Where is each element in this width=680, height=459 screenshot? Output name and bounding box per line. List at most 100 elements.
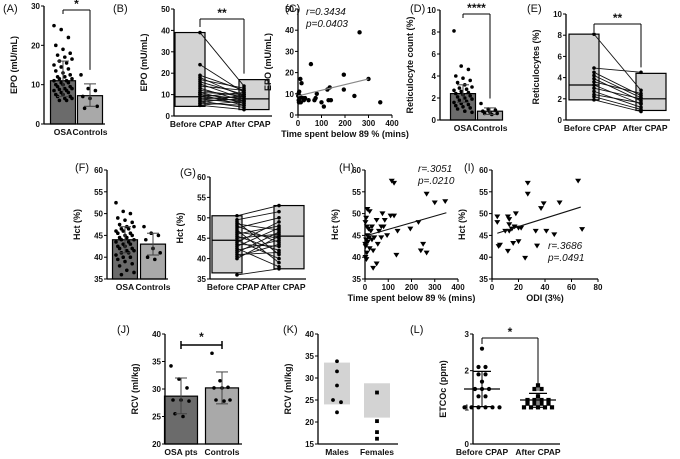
y-tick-label: 50 — [479, 210, 488, 219]
data-point — [222, 399, 226, 403]
data-point — [510, 241, 517, 246]
data-point — [114, 200, 118, 205]
data-point — [506, 222, 513, 228]
data-point — [455, 107, 460, 111]
y-tick-label: 1 — [465, 403, 470, 412]
data-point — [185, 386, 189, 390]
data-point — [66, 67, 71, 71]
paired-line — [593, 84, 642, 105]
data-point — [479, 101, 483, 106]
data-point — [81, 94, 85, 99]
correlation-p: p=0.0403 — [305, 19, 348, 30]
data-point — [457, 86, 462, 90]
data-point — [423, 191, 430, 197]
data-point — [313, 95, 318, 101]
data-point-after — [277, 209, 281, 214]
y-tick-label: 6 — [558, 52, 563, 61]
y-tick-label: 60 — [94, 166, 103, 175]
paired-line — [236, 221, 280, 255]
y-tick-label: 4 — [558, 74, 563, 83]
y-tick-label: 2 — [432, 94, 437, 103]
y-tick-label: 20 — [31, 41, 40, 50]
data-point — [298, 76, 303, 82]
x-tick-label: 200 — [338, 119, 352, 128]
panel-label: (D) — [410, 3, 425, 15]
data-point — [68, 51, 72, 55]
data-point — [121, 229, 125, 233]
x-category-label: Before CPAP — [170, 119, 223, 129]
paired-line — [199, 102, 245, 106]
data-point — [187, 399, 191, 403]
data-point — [59, 65, 63, 69]
data-point-after — [242, 99, 246, 103]
data-point — [296, 100, 302, 105]
data-point — [496, 242, 503, 248]
data-point — [367, 228, 374, 234]
x-axis-label: Time spent below 89 % (mins) — [281, 129, 409, 139]
y-tick-label: 45 — [352, 231, 361, 240]
data-point — [130, 220, 134, 225]
y-tick-label: 25 — [305, 396, 314, 405]
data-point — [463, 109, 467, 113]
panel-label: (B) — [113, 3, 128, 15]
paired-line — [593, 75, 642, 99]
data-point — [394, 228, 401, 234]
panel-G: 35 40 45 50 55 60 Hct (%) (G) Before CPAP After C… — [175, 167, 306, 292]
x-axis-label: ODI (3%) — [526, 293, 564, 303]
data-point — [494, 220, 501, 225]
data-point-after — [639, 109, 643, 114]
data-point — [539, 401, 544, 406]
data-point — [70, 96, 74, 101]
x-category-label: After CPAP — [622, 123, 668, 133]
paired-line — [236, 229, 280, 264]
data-point — [153, 257, 157, 262]
data-point — [540, 201, 547, 207]
y-tick-label: 35 — [197, 275, 206, 284]
data-point — [331, 398, 335, 402]
x-category-label: Before CPAP — [456, 447, 509, 457]
data-point — [212, 386, 216, 390]
y-tick-label: 25 — [152, 413, 161, 422]
data-point — [171, 398, 175, 402]
y-tick-label: 15 — [305, 440, 314, 449]
data-point — [66, 90, 71, 95]
data-point — [483, 364, 488, 370]
data-point-after — [277, 260, 281, 265]
y-axis-label: EPO (mU/mL) — [263, 33, 273, 91]
y-tick-label: 20 — [305, 418, 314, 427]
data-point — [532, 386, 537, 392]
paired-line — [236, 233, 280, 239]
panel-label: (E) — [527, 3, 542, 15]
paired-line — [593, 99, 642, 112]
correlation-r: r=0.3434 — [306, 7, 346, 18]
data-point — [493, 108, 498, 112]
correlation-p: p=.0210 — [417, 176, 455, 187]
data-point — [117, 222, 122, 227]
data-point — [130, 233, 134, 238]
data-point — [57, 76, 62, 81]
paired-line — [236, 247, 280, 268]
data-point — [210, 351, 214, 356]
data-point — [442, 199, 449, 204]
y-tick-label: 40 — [305, 330, 314, 339]
range-bar-males — [324, 362, 350, 405]
data-point — [142, 224, 146, 229]
data-point — [521, 405, 527, 410]
paired-line — [199, 94, 245, 100]
y-axis-label: Reticulocytes (%) — [531, 29, 541, 104]
y-tick-label: 20 — [285, 69, 294, 78]
paired-line — [199, 96, 245, 100]
data-point — [64, 61, 69, 65]
x-category-label: Controls — [136, 282, 171, 292]
data-point — [466, 90, 471, 95]
data-point — [181, 414, 185, 419]
data-point — [132, 248, 136, 253]
data-point — [93, 88, 98, 93]
data-point — [128, 211, 133, 216]
y-tick-label: 55 — [197, 193, 206, 202]
data-point — [55, 84, 60, 89]
y-tick-label: 10 — [285, 90, 294, 99]
data-point — [546, 401, 551, 406]
data-point — [341, 87, 347, 92]
paired-line — [236, 231, 280, 253]
